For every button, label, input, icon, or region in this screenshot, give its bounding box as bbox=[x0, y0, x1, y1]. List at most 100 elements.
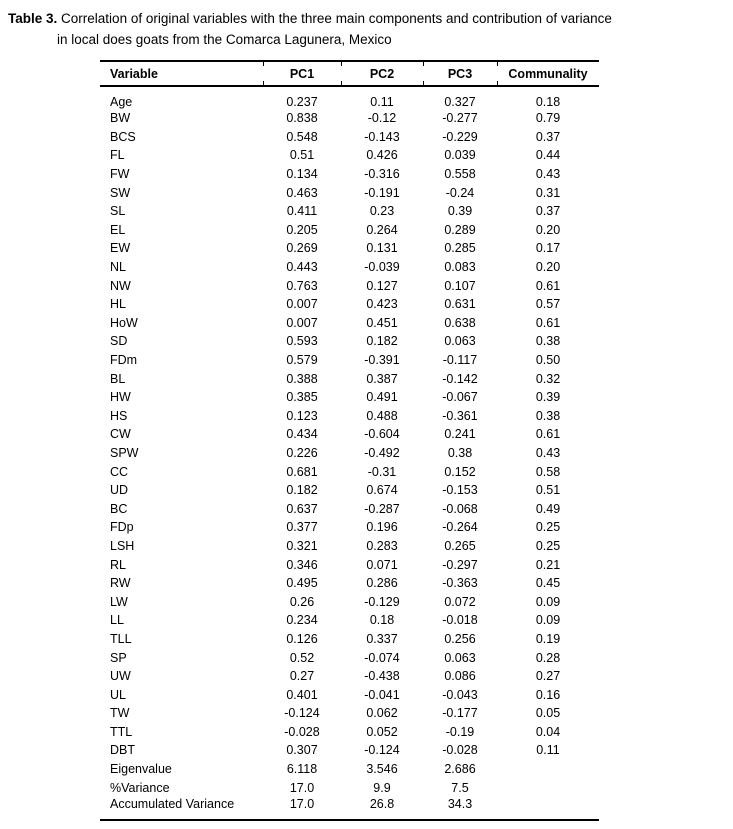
cell-value: 26.8 bbox=[369, 796, 395, 811]
cell-value: 0.579 bbox=[286, 353, 318, 368]
cell-value: -0.229 bbox=[442, 129, 478, 144]
row-label: EW bbox=[110, 241, 131, 256]
cell-value: -0.124 bbox=[364, 743, 400, 758]
cell-value: 0.007 bbox=[286, 297, 318, 312]
cell-value: 0.18 bbox=[535, 95, 561, 109]
cell-value: 0.495 bbox=[286, 576, 318, 591]
cell-value: 0.426 bbox=[366, 148, 398, 163]
table-row: BCS 0.548 -0.143 -0.229 0.37 bbox=[100, 128, 599, 147]
cell-value: 9.9 bbox=[373, 780, 391, 795]
cell-value: 0.05 bbox=[535, 706, 561, 721]
cell-value: 0.346 bbox=[286, 557, 318, 572]
cell-value: 0.18 bbox=[369, 613, 395, 628]
cell-value: 0.61 bbox=[535, 427, 561, 442]
row-label: CW bbox=[110, 427, 131, 442]
table-row: LW 0.26 -0.129 0.072 0.09 bbox=[100, 592, 599, 611]
cell-value: 0.283 bbox=[366, 538, 398, 553]
cell-value: -0.19 bbox=[445, 724, 475, 739]
cell-value: 0.463 bbox=[286, 185, 318, 200]
cell-value: -0.129 bbox=[364, 594, 400, 609]
cell-value: 0.43 bbox=[535, 167, 561, 182]
cell-value: 0.11 bbox=[370, 95, 394, 109]
row-label: RW bbox=[110, 576, 131, 591]
cell-value: -0.117 bbox=[442, 353, 478, 368]
row-label: FW bbox=[110, 167, 130, 182]
cell-value: 0.127 bbox=[366, 278, 398, 293]
row-label: %Variance bbox=[110, 780, 170, 795]
cell-value: -0.142 bbox=[442, 371, 478, 386]
row-label: NL bbox=[110, 260, 126, 275]
cell-value: 0.28 bbox=[535, 650, 561, 665]
table-caption-line2: in local does goats from the Comarca Lag… bbox=[57, 32, 392, 47]
row-label: HS bbox=[110, 408, 128, 423]
cell-value: 0.039 bbox=[444, 148, 476, 163]
row-label: BC bbox=[110, 501, 128, 516]
row-label: LW bbox=[110, 594, 128, 609]
cell-value: 0.04 bbox=[535, 724, 561, 739]
summary-row: Eigenvalue 6.118 3.546 2.686 bbox=[100, 760, 599, 779]
row-label: SP bbox=[110, 650, 127, 665]
table-row: HL 0.007 0.423 0.631 0.57 bbox=[100, 295, 599, 314]
table-row: FW 0.134 -0.316 0.558 0.43 bbox=[100, 165, 599, 184]
cell-value: -0.143 bbox=[364, 129, 400, 144]
cell-value: 0.20 bbox=[535, 222, 561, 237]
cell-value: -0.287 bbox=[364, 501, 400, 516]
row-label: RL bbox=[110, 557, 126, 572]
cell-value: -0.039 bbox=[364, 260, 400, 275]
cell-value: 0.25 bbox=[535, 520, 561, 535]
cell-value: 0.264 bbox=[366, 222, 398, 237]
cell-value: 0.083 bbox=[444, 260, 476, 275]
table-row: SPW 0.226 -0.492 0.38 0.43 bbox=[100, 444, 599, 463]
cell-value: 0.17 bbox=[535, 241, 561, 256]
cell-value: -0.074 bbox=[364, 650, 400, 665]
row-label: HL bbox=[110, 297, 126, 312]
table-head-row: Variable PC1 PC2 PC3 Communality bbox=[100, 61, 599, 86]
cell-value: 0.49 bbox=[535, 501, 561, 516]
cell-value: 0.27 bbox=[535, 669, 561, 684]
table-row: FDm 0.579 -0.391 -0.117 0.50 bbox=[100, 351, 599, 370]
row-label: NW bbox=[110, 278, 131, 293]
cell-value: -0.277 bbox=[442, 111, 478, 126]
cell-value: 0.071 bbox=[366, 557, 398, 572]
cell-value: 0.241 bbox=[444, 427, 476, 442]
cell-value: 0.52 bbox=[289, 650, 315, 665]
correlation-table: Variable PC1 PC2 PC3 Communality Age 0.237 0.1… bbox=[100, 60, 599, 821]
cell-value: -0.264 bbox=[442, 520, 478, 535]
cell-value: 0.401 bbox=[286, 687, 318, 702]
row-label: FDm bbox=[110, 353, 138, 368]
table-row: UL 0.401 -0.041 -0.043 0.16 bbox=[100, 685, 599, 704]
column-header-pc2: PC2 bbox=[340, 61, 423, 86]
row-label: TTL bbox=[110, 724, 133, 739]
cell-value: 0.20 bbox=[535, 260, 561, 275]
table-row: LL 0.234 0.18 -0.018 0.09 bbox=[100, 611, 599, 630]
cell-value: 0.321 bbox=[286, 538, 318, 553]
cell-value: -0.041 bbox=[364, 687, 400, 702]
table-row: TW -0.124 0.062 -0.177 0.05 bbox=[100, 704, 599, 723]
cell-value: 3.546 bbox=[366, 762, 398, 777]
cell-value: 0.451 bbox=[366, 315, 398, 330]
table-row: BC 0.637 -0.287 -0.068 0.49 bbox=[100, 499, 599, 518]
cell-value: 0.631 bbox=[444, 297, 476, 312]
cell-value bbox=[497, 760, 599, 779]
cell-value: -0.391 bbox=[364, 353, 400, 368]
cell-value: 0.548 bbox=[286, 129, 318, 144]
cell-value: 0.443 bbox=[286, 260, 318, 275]
cell-value: 17.0 bbox=[289, 780, 315, 795]
cell-value: 0.61 bbox=[535, 315, 561, 330]
row-label: FDp bbox=[110, 520, 134, 535]
cell-value: 0.385 bbox=[286, 390, 318, 405]
table-row: TTL -0.028 0.052 -0.19 0.04 bbox=[100, 723, 599, 742]
cell-value: 0.491 bbox=[366, 390, 398, 405]
cell-value: -0.24 bbox=[445, 185, 475, 200]
cell-value: 0.09 bbox=[535, 613, 561, 628]
cell-value: 0.307 bbox=[286, 743, 318, 758]
cell-value: 0.182 bbox=[286, 483, 318, 498]
table-row: BW 0.838 -0.12 -0.277 0.79 bbox=[100, 109, 599, 128]
cell-value: 0.285 bbox=[444, 241, 476, 256]
table-row: LSH 0.321 0.283 0.265 0.25 bbox=[100, 537, 599, 556]
cell-value: 0.23 bbox=[369, 204, 395, 219]
table-row: NW 0.763 0.127 0.107 0.61 bbox=[100, 276, 599, 295]
table-row: SL 0.411 0.23 0.39 0.37 bbox=[100, 202, 599, 221]
cell-value: 0.377 bbox=[286, 520, 318, 535]
